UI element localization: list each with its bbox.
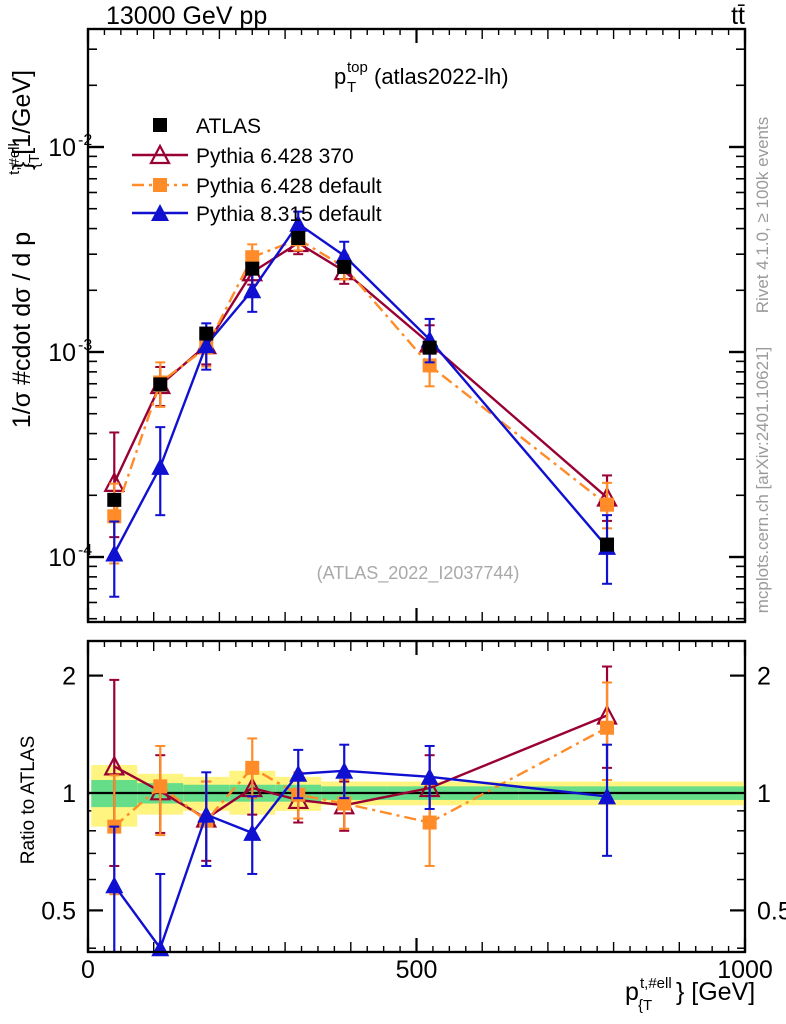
xaxis-label-rest: } [GeV] bbox=[676, 978, 755, 1006]
data-marker-square bbox=[291, 230, 306, 245]
data-marker-triangle bbox=[243, 823, 262, 841]
data-marker-triangle bbox=[335, 246, 354, 264]
data-marker-square bbox=[199, 326, 214, 341]
legend-label: ATLAS bbox=[196, 115, 261, 138]
x-tick-label: 1000 bbox=[717, 956, 773, 984]
data-marker-triangle-open bbox=[149, 143, 171, 165]
legend-label: Pythia 6.428 370 bbox=[196, 145, 354, 168]
data-marker-square bbox=[107, 509, 122, 524]
dataset-watermark: (ATLAS_2022_I2037744) bbox=[317, 563, 520, 584]
ratio-series-line bbox=[113, 726, 608, 828]
legend-item-1[interactable]: Pythia 6.428 370 bbox=[132, 143, 354, 168]
data-marker-square bbox=[337, 796, 352, 811]
plot-title-sup: top bbox=[347, 59, 368, 76]
ratio-plot-panel bbox=[86, 639, 747, 957]
data-marker-triangle bbox=[335, 761, 354, 779]
main-y-tick-exponent: -4 bbox=[78, 542, 92, 559]
svg-text:Rivet 4.1.0, ≥ 100k events: Rivet 4.1.0, ≥ 100k events bbox=[753, 117, 772, 313]
ratio-series-line bbox=[113, 769, 608, 951]
ratio-y-tick-label: 2 bbox=[62, 663, 76, 691]
header-left-label: 13000 GeV pp bbox=[106, 2, 267, 30]
series-pythia-6-428-370 bbox=[103, 231, 618, 539]
data-marker-triangle bbox=[197, 805, 216, 823]
main-y-tick-exponent: -2 bbox=[78, 132, 92, 149]
main-plot-panel bbox=[86, 27, 747, 624]
main-ylabel-sup: t,#ell bbox=[6, 143, 23, 175]
data-marker-triangle bbox=[420, 767, 439, 785]
ratio-y-tick-label-right: 0.5 bbox=[757, 897, 786, 925]
side-note-top: Rivet 4.1.0, ≥ 100k events bbox=[753, 117, 772, 313]
plot-title-base: p bbox=[334, 64, 346, 89]
data-marker-square bbox=[245, 760, 260, 775]
ratio-uncertainty-bands bbox=[88, 764, 745, 827]
data-marker-triangle bbox=[289, 214, 308, 232]
series-atlas bbox=[107, 230, 615, 552]
data-marker-triangle bbox=[151, 204, 169, 221]
data-marker-triangle bbox=[243, 281, 262, 299]
legend-item-2[interactable]: Pythia 6.428 default bbox=[132, 175, 382, 198]
data-marker-square bbox=[422, 815, 437, 830]
series-line bbox=[113, 222, 608, 555]
main-ylabel-p2: } [1/GeV] bbox=[8, 70, 36, 170]
series-line bbox=[113, 237, 608, 517]
ratio-y-tick-label-right: 2 bbox=[757, 663, 771, 691]
xaxis-label-base: p bbox=[625, 978, 639, 1006]
xaxis-label-sub: {T bbox=[638, 997, 652, 1014]
main-ylabel-p1: 1/σ #cdot dσ / d p bbox=[8, 232, 36, 428]
main-y-tick-label: 10 bbox=[48, 134, 76, 162]
svg-text:mcplots.cern.ch [arXiv:2401.10: mcplots.cern.ch [arXiv:2401.10621] bbox=[753, 347, 772, 613]
xaxis-label: p t,#ell {T } [GeV] bbox=[625, 975, 755, 1014]
ratio-y-tick-label-right: 1 bbox=[757, 780, 771, 808]
legend-item-3[interactable]: Pythia 8.315 default bbox=[132, 203, 382, 226]
ratio-ylabel-text: Ratio to ATLAS bbox=[18, 736, 39, 865]
data-marker-triangle bbox=[105, 544, 124, 562]
data-marker-triangle bbox=[105, 876, 124, 894]
data-marker-square bbox=[153, 118, 167, 132]
data-marker-square bbox=[153, 178, 167, 192]
main-y-tick-label: 10 bbox=[48, 544, 76, 572]
side-note-bottom: mcplots.cern.ch [arXiv:2401.10621] bbox=[753, 347, 772, 613]
data-marker-triangle bbox=[598, 787, 617, 805]
legend: ATLAS Pythia 6.428 370 Pythia 6.428 defaul… bbox=[132, 115, 382, 226]
plot-title: p top T (atlas2022-lh) bbox=[334, 59, 509, 96]
data-marker-square bbox=[600, 497, 615, 512]
data-marker-square bbox=[337, 259, 352, 274]
x-tick-label: 0 bbox=[81, 956, 95, 984]
legend-item-0[interactable]: ATLAS bbox=[153, 115, 261, 138]
data-marker-square bbox=[600, 720, 615, 735]
ratio-panel-frame-top bbox=[86, 639, 747, 954]
main-panel-frame-top bbox=[86, 27, 747, 624]
legend-label: Pythia 6.428 default bbox=[196, 175, 382, 198]
ratio-ylabel: Ratio to ATLAS bbox=[18, 736, 39, 865]
data-marker-square bbox=[153, 779, 168, 794]
plot-title-sub: T bbox=[347, 79, 356, 96]
data-marker-triangle bbox=[151, 457, 170, 475]
main-y-tick-label: 10 bbox=[48, 339, 76, 367]
legend-label: Pythia 8.315 default bbox=[196, 203, 382, 226]
data-marker-triangle bbox=[197, 336, 216, 354]
series-pythia-6-428-default bbox=[107, 227, 615, 565]
plot-title-rest: (atlas2022-lh) bbox=[374, 64, 509, 89]
main-y-tick-exponent: -3 bbox=[78, 337, 92, 354]
data-marker-square bbox=[153, 377, 168, 392]
xaxis-label-sup: t,#ell bbox=[640, 975, 672, 992]
main-ylabel: 1/σ #cdot dσ / d p t,#ell {T } [1/GeV] bbox=[6, 70, 43, 428]
main-ylabel-sub: {T bbox=[26, 154, 43, 168]
ratio-y-tick-label: 1 bbox=[62, 780, 76, 808]
data-marker-square bbox=[245, 250, 260, 265]
header-right-label: tt̄ bbox=[731, 2, 745, 30]
ratio-series-pythia-6-428-370 bbox=[103, 665, 618, 867]
data-marker-square bbox=[245, 261, 260, 276]
data-marker-square bbox=[422, 340, 437, 355]
series-pythia-8-315-default bbox=[105, 210, 617, 598]
x-tick-label: 500 bbox=[396, 956, 438, 984]
data-marker-square bbox=[600, 537, 615, 552]
data-marker-square bbox=[107, 492, 122, 507]
ratio-y-tick-label: 0.5 bbox=[41, 897, 76, 925]
data-marker-triangle bbox=[289, 764, 308, 782]
